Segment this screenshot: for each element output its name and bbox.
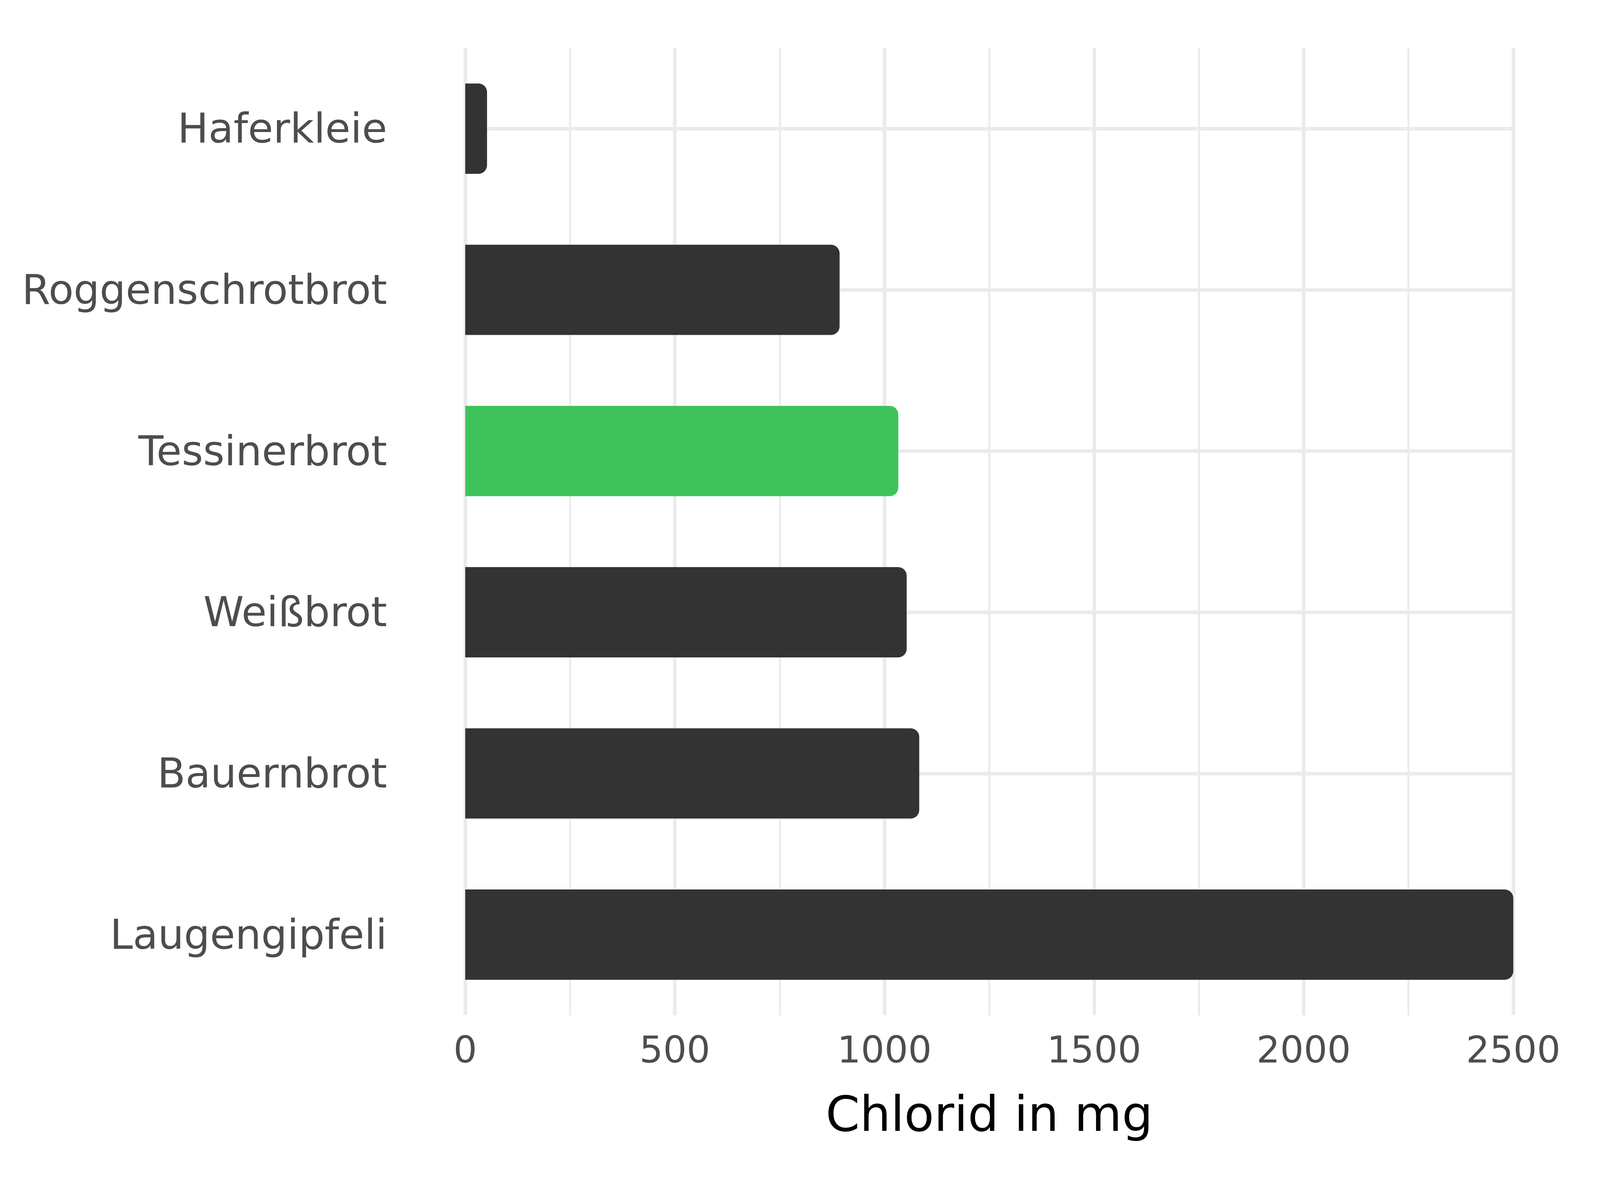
svg-text:Haferkleie: Haferkleie: [177, 104, 388, 153]
svg-text:Tessinerbrot: Tessinerbrot: [137, 427, 388, 475]
svg-text:1000: 1000: [837, 1028, 932, 1072]
svg-text:Laugengipfeli: Laugengipfeli: [109, 910, 388, 959]
svg-text:Roggenschrotbrot: Roggenschrotbrot: [21, 266, 388, 314]
svg-text:Bauernbrot: Bauernbrot: [157, 749, 388, 798]
svg-text:2500: 2500: [1466, 1028, 1561, 1072]
svg-text:0: 0: [453, 1028, 477, 1072]
svg-text:Chlorid in mg: Chlorid in mg: [825, 1085, 1154, 1143]
svg-text:2000: 2000: [1256, 1028, 1352, 1072]
svg-text:500: 500: [639, 1028, 711, 1072]
svg-text:1500: 1500: [1046, 1028, 1142, 1072]
svg-text:Weißbrot: Weißbrot: [203, 588, 388, 636]
